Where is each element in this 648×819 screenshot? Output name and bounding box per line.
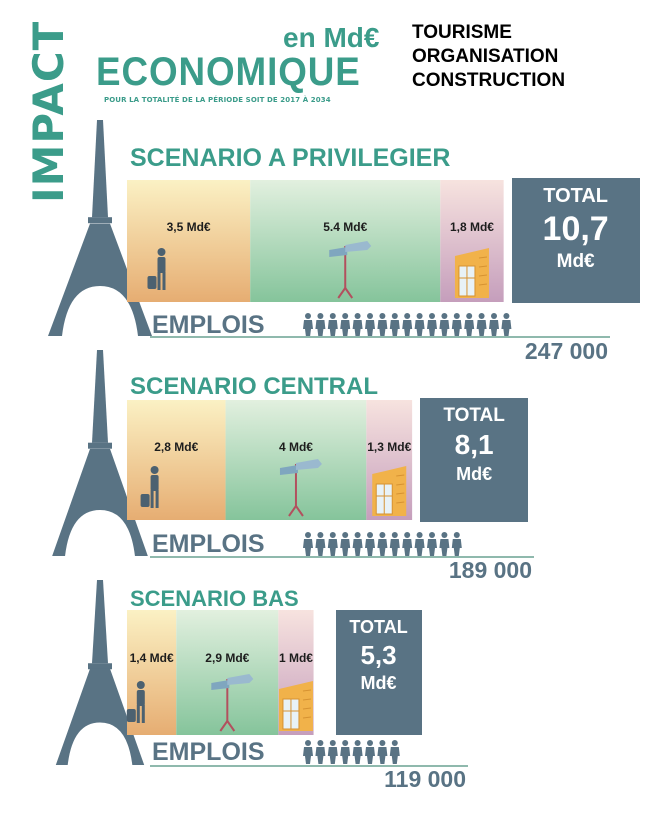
person-icon: [389, 313, 400, 337]
jobs-value: 119 000: [384, 766, 466, 792]
total-box: TOTAL 5,3 Md€: [335, 610, 422, 735]
total-label: TOTAL: [349, 617, 408, 637]
person-icon: [377, 532, 388, 556]
data-label-construction: 1,8 Md€: [449, 220, 494, 235]
person-icon: [427, 313, 437, 337]
scenario-bar: [127, 180, 504, 302]
eiffel-tower-icon: [52, 350, 148, 556]
building-icon: [372, 466, 407, 516]
person-icon: [439, 313, 450, 337]
person-icon: [327, 313, 338, 337]
person-icon: [377, 740, 388, 764]
data-label-tourisme: 2,8 Md€: [154, 439, 199, 454]
jobs-value: 189 000: [448, 557, 532, 583]
unit-label: en Md€: [283, 22, 380, 53]
person-icon: [451, 532, 462, 556]
person-icon: [439, 532, 450, 556]
building-icon: [278, 681, 313, 731]
legend-organisation: ORGANISATION: [412, 46, 559, 67]
person-icon: [402, 532, 413, 556]
eiffel-tower-icon: [55, 580, 145, 765]
person-icon: [365, 313, 375, 337]
person-icon: [303, 740, 313, 764]
person-icon: [389, 532, 400, 556]
jobs-icons: [303, 313, 512, 337]
data-label-organisation: 2,9 Md€: [205, 651, 250, 666]
person-icon: [414, 532, 425, 556]
main-title: ECONOMIQUE: [96, 50, 361, 94]
tourist-traveler-icon: [140, 466, 159, 508]
jobs-label: EMPLOIS: [152, 738, 265, 766]
person-icon: [303, 313, 313, 337]
jobs-label: EMPLOIS: [152, 530, 265, 558]
building-icon: [454, 248, 489, 298]
data-label-construction: 1 Md€: [278, 651, 313, 666]
person-icon: [352, 740, 363, 764]
signpost-icon: [279, 459, 322, 517]
person-icon: [340, 532, 351, 556]
total-unit: Md€: [556, 251, 595, 272]
jobs-value: 247 000: [524, 338, 608, 364]
person-icon: [402, 313, 413, 337]
jobs-icons: [303, 740, 400, 764]
person-icon: [389, 740, 400, 764]
signpost-icon: [211, 674, 254, 732]
person-icon: [303, 532, 313, 556]
person-icon: [340, 313, 351, 337]
tourist-traveler-icon: [126, 681, 145, 723]
eiffel-tower-icon: [48, 120, 152, 336]
bar-segment-tourisme: [127, 180, 251, 302]
total-value: 8,1: [454, 429, 494, 460]
total-box: TOTAL 8,1 Md€: [420, 398, 529, 522]
data-label-tourisme: 1,4 Md€: [129, 651, 174, 666]
baseline-divider: [150, 336, 610, 338]
scenario-title: SCENARIO A PRIVILEGIER: [130, 144, 451, 172]
data-label-tourisme: 3,5 Md€: [166, 220, 211, 235]
total-unit: Md€: [360, 673, 397, 693]
jobs-label: EMPLOIS: [152, 311, 265, 339]
jobs-icons: [303, 532, 462, 556]
total-label: TOTAL: [543, 185, 609, 207]
person-icon: [451, 313, 462, 337]
person-icon: [327, 532, 338, 556]
person-icon: [464, 313, 475, 337]
data-label-organisation: 4 Md€: [278, 439, 313, 454]
total-label: TOTAL: [443, 405, 505, 426]
person-icon: [476, 313, 487, 337]
scenario-bar: [127, 400, 413, 520]
person-icon: [365, 740, 375, 764]
person-icon: [427, 532, 437, 556]
person-icon: [501, 313, 512, 337]
person-icon: [377, 313, 388, 337]
person-icon: [340, 740, 351, 764]
data-label-organisation: 5.4 Md€: [323, 220, 368, 235]
person-icon: [414, 313, 425, 337]
legend-tourisme: TOURISME: [412, 22, 512, 43]
total-unit: Md€: [456, 464, 493, 484]
person-icon: [365, 532, 375, 556]
scenario-bar: [126, 610, 314, 735]
total-value: 10,7: [542, 210, 609, 248]
baseline-divider: [150, 765, 468, 767]
scenario-title: SCENARIO BAS: [130, 586, 299, 611]
person-icon: [489, 313, 499, 337]
total-box: TOTAL 10,7 Md€: [511, 178, 640, 303]
baseline-divider: [150, 556, 534, 558]
scenario-title: SCENARIO CENTRAL: [130, 373, 379, 400]
legend-construction: CONSTRUCTION: [412, 70, 566, 91]
data-label-construction: 1,3 Md€: [367, 439, 412, 454]
tourist-traveler-icon: [147, 248, 166, 290]
person-icon: [327, 740, 338, 764]
person-icon: [315, 532, 326, 556]
period-note: POUR LA TOTALITÉ DE LA PÉRIODE SOIT DE 2…: [104, 96, 331, 104]
person-icon: [315, 313, 326, 337]
total-value: 5,3: [360, 640, 397, 670]
signpost-icon: [329, 241, 372, 299]
person-icon: [352, 532, 363, 556]
person-icon: [315, 740, 326, 764]
person-icon: [352, 313, 363, 337]
